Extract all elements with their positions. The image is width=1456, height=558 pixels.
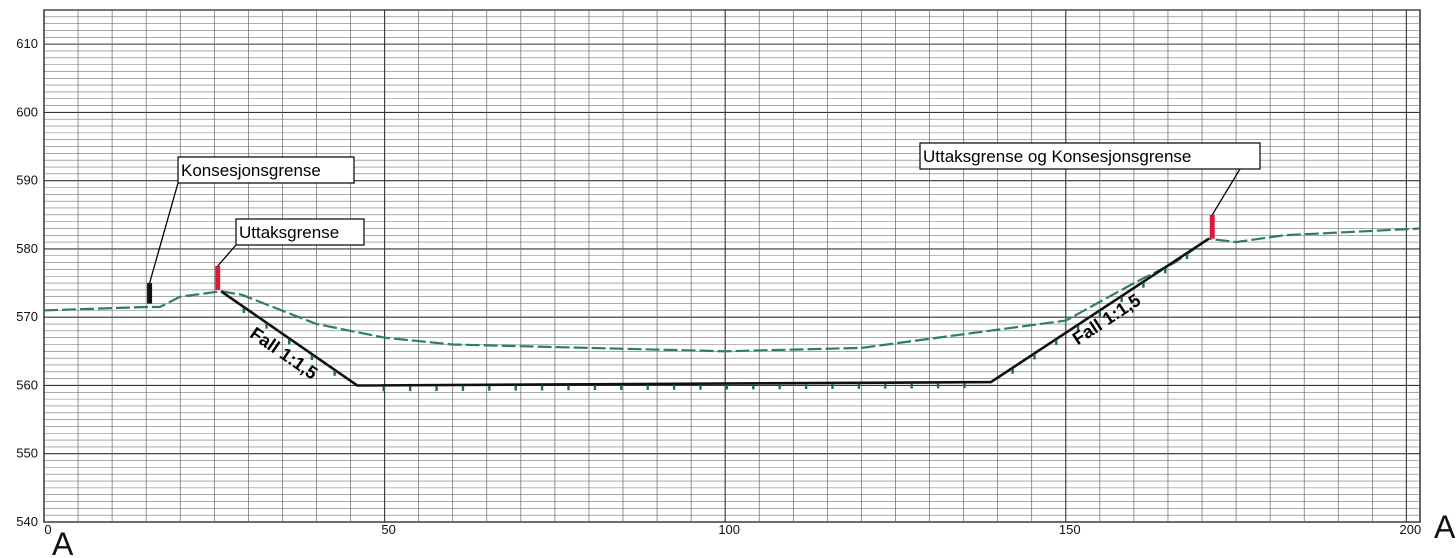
- plot-frame: [43, 9, 1421, 523]
- terrain-line: [43, 227, 1421, 353]
- y-tick-label: 580: [16, 241, 38, 256]
- callout-box: [177, 156, 355, 184]
- x-tick-label: 150: [1059, 522, 1081, 537]
- excavation-line: [220, 237, 1210, 387]
- y-tick-label: 560: [16, 377, 38, 392]
- callout-box: [235, 218, 365, 246]
- x-axis-ticks: 0 50 100 150 200: [44, 522, 1421, 537]
- section-label-start: A: [52, 526, 74, 558]
- y-tick-label: 570: [16, 309, 38, 324]
- callout-label: Konsesjonsgrense: [181, 161, 321, 180]
- x-tick-label: 100: [718, 522, 740, 537]
- y-tick-label: 540: [16, 514, 38, 529]
- callout-leader: [1211, 168, 1241, 216]
- y-tick-label: 550: [16, 446, 38, 461]
- y-tick-label: 590: [16, 173, 38, 188]
- callout-label: Uttaksgrense og Konsesjonsgrense: [923, 147, 1191, 166]
- callout-leader: [217, 244, 237, 267]
- x-tick-label: 0: [44, 522, 51, 537]
- section-label-end: A: [1434, 509, 1456, 545]
- y-axis-ticks: 540 550 560 570 580 590 600 610: [16, 36, 38, 529]
- callout-label: Uttaksgrense: [239, 223, 339, 242]
- x-tick-label: 50: [381, 522, 395, 537]
- callout-leader: [148, 182, 179, 284]
- series-layer: [43, 227, 1421, 392]
- x-tick-label: 200: [1400, 522, 1422, 537]
- callout-box: [919, 142, 1261, 170]
- grid: [43, 9, 1421, 523]
- y-tick-label: 600: [16, 104, 38, 119]
- marker-layer: [147, 214, 1215, 304]
- y-tick-label: 610: [16, 36, 38, 51]
